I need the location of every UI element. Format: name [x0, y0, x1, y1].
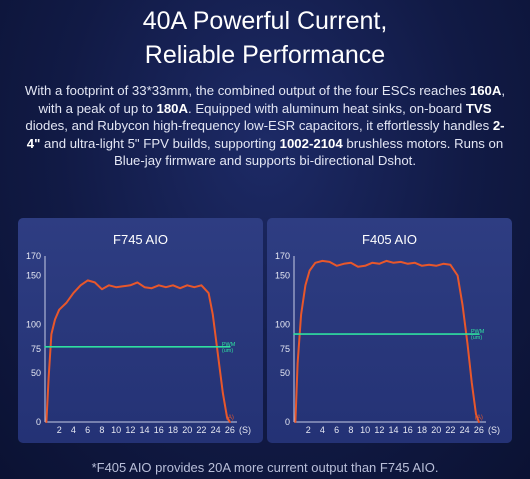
y-tick-label: 50	[31, 368, 41, 378]
y-tick-label: 50	[280, 368, 290, 378]
current-series-label: (A)	[475, 415, 483, 421]
x-tick-label: 8	[99, 425, 104, 435]
desc-highlight-motors: 1002-2104	[279, 135, 343, 151]
x-tick-label: 6	[85, 425, 90, 435]
chart-panel-f405: F405 AIO 0 50 100 150 170 75 2 4 6 8 10 12 14 16 18 20 2…	[267, 218, 512, 443]
x-axis-unit-label: (S)	[488, 425, 500, 435]
x-tick-label: 8	[348, 425, 353, 435]
x-tick-label: 26	[474, 425, 484, 435]
y-tick-label: 170	[26, 251, 41, 261]
current-line	[45, 279, 231, 423]
y-tick-label: 100	[275, 319, 290, 329]
description-paragraph: With a footprint of 33*33mm, the combine…	[24, 82, 506, 170]
y-tick-label: 0	[36, 417, 41, 427]
desc-text-4: diodes, and Rubycon high-frequency low-E…	[25, 118, 493, 134]
x-tick-label: 12	[125, 425, 135, 435]
pwm-series-label: PWM	[222, 342, 236, 348]
pwm-series-label: (um)	[471, 335, 482, 341]
x-tick-label: 18	[168, 425, 178, 435]
x-tick-label: 6	[334, 425, 339, 435]
x-tick-label: 18	[417, 425, 427, 435]
chart-title-f745: F745 AIO	[113, 232, 168, 247]
x-tick-label: 20	[431, 425, 441, 435]
x-tick-label: 16	[403, 425, 413, 435]
y-tick-label: 170	[275, 251, 290, 261]
desc-text-5: and ultra-light 5" FPV builds, supportin…	[40, 135, 280, 151]
desc-text-2: , with a peak of up to	[38, 83, 506, 116]
pwm-series-label: (um)	[222, 348, 233, 354]
x-tick-label: 10	[360, 425, 370, 435]
y-tick-label: 75	[280, 344, 290, 354]
current-line	[294, 259, 480, 423]
x-tick-label: 24	[211, 425, 221, 435]
desc-highlight-160a: 160A	[469, 83, 502, 98]
y-tick-label: 100	[26, 319, 41, 329]
desc-text-6: brushless motors. Runs on Blue-jay firmw…	[114, 135, 504, 169]
x-tick-label: 16	[154, 425, 164, 435]
current-series-label: (A)	[226, 415, 234, 421]
x-tick-label: 2	[57, 425, 62, 435]
x-tick-label: 12	[374, 425, 384, 435]
x-tick-label: 4	[320, 425, 325, 435]
desc-highlight-size: 2-4"	[26, 118, 505, 151]
chart-title-f405: F405 AIO	[362, 232, 417, 247]
desc-text-3: . Equipped with aluminum heat sinks, on-…	[188, 100, 466, 116]
x-tick-label: 2	[306, 425, 311, 435]
y-tick-label: 75	[31, 344, 41, 354]
pwm-series-label: PWM	[471, 329, 485, 335]
y-tick-label: 150	[26, 271, 41, 281]
x-tick-label: 24	[460, 425, 470, 435]
x-tick-label: 4	[71, 425, 76, 435]
x-tick-label: 10	[111, 425, 121, 435]
footnote: *F405 AIO provides 20A more current outp…	[91, 460, 439, 475]
page-title-line1: 40A Powerful Current,	[142, 7, 388, 35]
x-tick-label: 26	[225, 425, 235, 435]
y-tick-label: 0	[285, 417, 290, 427]
x-tick-label: 14	[140, 425, 150, 435]
x-tick-label: 20	[182, 425, 192, 435]
desc-highlight-180a: 180A	[156, 100, 189, 116]
x-tick-label: 22	[196, 425, 206, 435]
chart-panel-f745: F745 AIO 0 50 100 150 170 75 2 4 6 8 10 12 14 16 18 20 2…	[18, 218, 263, 443]
desc-text-1: With a footprint of 33*33mm, the combine…	[24, 83, 470, 98]
page-title: 40A Powerful Current, Reliable Performan…	[0, 4, 530, 72]
x-axis-unit-label: (S)	[239, 425, 251, 435]
y-tick-label: 150	[275, 271, 290, 281]
desc-highlight-tvs: TVS	[465, 100, 492, 116]
x-tick-label: 14	[389, 425, 399, 435]
x-tick-label: 22	[445, 425, 455, 435]
page-title-line2: Reliable Performance	[144, 41, 386, 69]
